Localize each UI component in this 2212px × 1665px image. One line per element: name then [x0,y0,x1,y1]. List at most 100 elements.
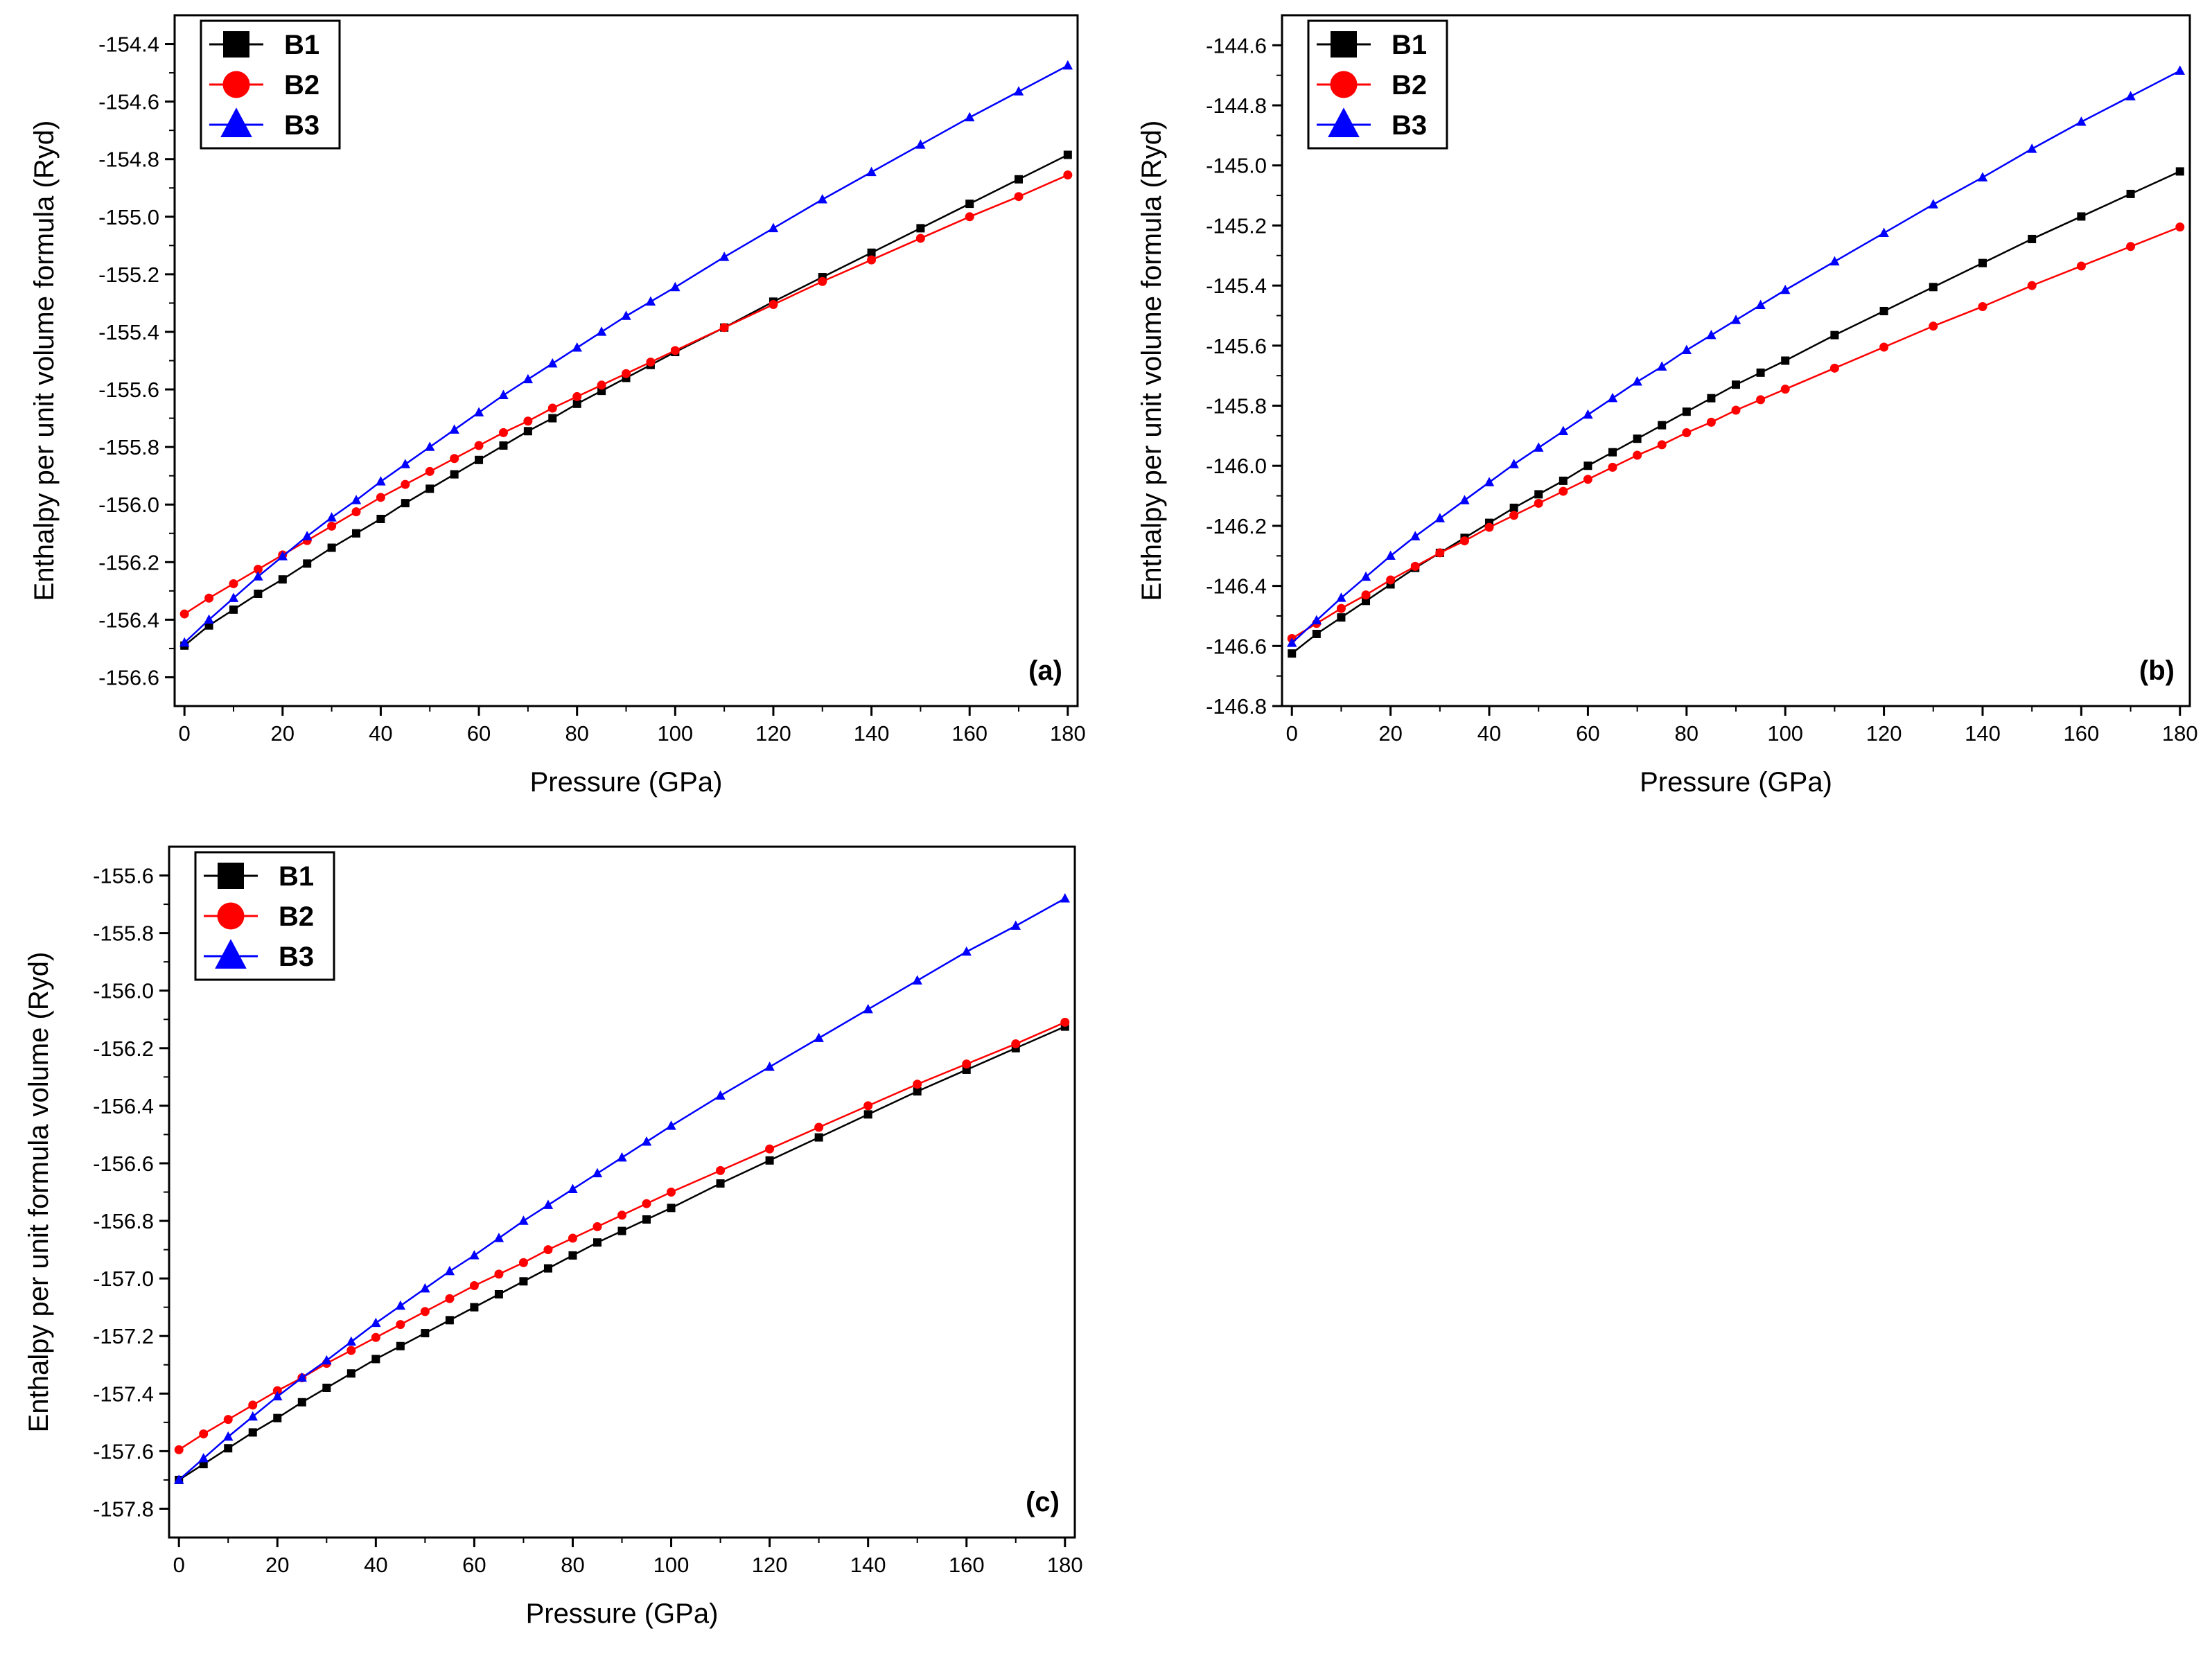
x-tick-label: 180 [2162,721,2198,746]
legend-marker-b3 [215,939,247,969]
data-point-b3 [322,1355,332,1365]
data-point-b2 [327,521,337,531]
data-point-b3 [2175,65,2185,75]
data-point-b3 [1360,571,1371,581]
data-point-b3 [768,222,779,233]
data-point-b1 [765,1156,774,1165]
data-point-b1 [450,470,459,479]
y-tick-label: -155.2 [98,263,159,287]
data-point-b1 [1756,368,1765,377]
x-tick-label: 100 [1767,721,1803,746]
y-tick-label: -146.2 [1206,514,1267,538]
y-tick-label: -156.2 [93,1037,154,1061]
series-line-b3 [178,897,1066,1481]
y-tick-label: -146.8 [1206,694,1267,719]
data-point-b3 [965,112,975,122]
y-tick-label: -146.0 [1206,454,1267,478]
data-point-b2 [351,507,361,517]
y-tick-label: -157.2 [93,1324,154,1348]
data-point-b3 [473,407,484,416]
y-tick-label: -145.4 [1206,274,1267,298]
chart-panel-a: 0 20 40 60 80 100 120 140 160 180 -156.6 -156.4 -156… [29,14,1086,798]
data-point-b3 [1062,60,1073,70]
data-point-b2 [1509,511,1519,520]
series-line-b1 [184,154,1069,646]
data-point-b2 [1608,462,1617,472]
data-point-b3 [253,571,263,581]
data-point-b1 [327,543,336,552]
data-point-b3 [376,476,386,486]
data-point-b2 [863,1101,873,1111]
data-point-b3 [666,1120,676,1130]
data-point-b1 [396,1341,405,1350]
legend-marker-b3 [220,107,252,137]
data-point-b2 [223,1415,233,1425]
legend-marker-b2 [217,902,245,930]
data-point-b2 [1386,575,1396,585]
data-point-b3 [1459,495,1470,504]
data-point-b2 [1780,385,1790,394]
data-point-b2 [396,1320,405,1330]
data-point-b2 [1435,548,1445,558]
data-point-b1 [913,1087,922,1096]
data-point-b2 [1559,486,1568,496]
y-tick-label: -156.0 [93,979,154,1003]
data-point-b3 [272,1391,283,1401]
data-point-b1 [543,1264,552,1273]
data-point-b1 [867,248,876,257]
data-point-b2 [719,323,729,333]
legend-label-b1: B1 [284,30,319,60]
legend-label-b3: B3 [279,942,314,972]
data-point-b3 [1336,592,1346,602]
data-point-b2 [622,369,631,378]
data-point-b2 [965,212,974,222]
legend-label-b2: B2 [1392,70,1427,100]
data-point-b1 [667,1204,676,1213]
data-point-b2 [498,428,508,437]
data-point-b3 [961,946,972,956]
data-point-b3 [518,1215,529,1225]
y-axis-title: Enthalpy per unit volume formula (Ryd) [1136,121,1167,601]
y-tick-label: -156.0 [98,493,159,517]
data-point-b2 [174,1445,184,1454]
data-point-b1 [1658,421,1667,430]
data-point-b1 [568,1251,577,1260]
data-point-b2 [592,1222,602,1231]
data-point-b3 [1583,409,1593,419]
y-tick-label: -146.4 [1206,574,1267,599]
data-point-b3 [444,1265,455,1276]
data-point-b3 [1013,86,1024,96]
x-tick-label: 20 [1378,721,1402,746]
data-point-b2 [229,579,238,588]
data-point-b3 [863,1003,873,1014]
data-point-b3 [1410,531,1421,540]
data-point-b2 [199,1429,209,1438]
x-tick-label: 0 [173,1553,185,1577]
y-tick-label: -146.6 [1206,634,1267,658]
data-point-b1 [617,1226,626,1235]
x-tick-label: 160 [2064,721,2100,746]
data-point-b2 [1583,475,1592,484]
data-point-b3 [277,551,288,561]
data-point-b1 [916,224,925,233]
x-tick-label: 20 [265,1553,289,1577]
data-point-b2 [204,593,214,603]
legend-marker-b2 [1330,71,1358,98]
data-point-b2 [716,1165,726,1175]
data-point-b1 [1534,490,1543,499]
legend-label-b2: B2 [284,70,319,100]
data-point-b2 [1534,498,1543,508]
data-point-b2 [494,1269,504,1279]
data-point-b2 [670,346,680,355]
data-point-b2 [2175,222,2185,232]
y-tick-label: -155.8 [93,922,154,946]
data-point-b3 [543,1199,554,1209]
data-point-b3 [302,531,313,540]
data-point-b1 [1312,629,1321,638]
data-point-b3 [572,342,582,352]
data-point-b1 [2077,212,2086,221]
data-point-b1 [494,1289,503,1298]
legend-label-b1: B1 [1392,30,1427,60]
legend-marker-b1 [1331,31,1357,58]
